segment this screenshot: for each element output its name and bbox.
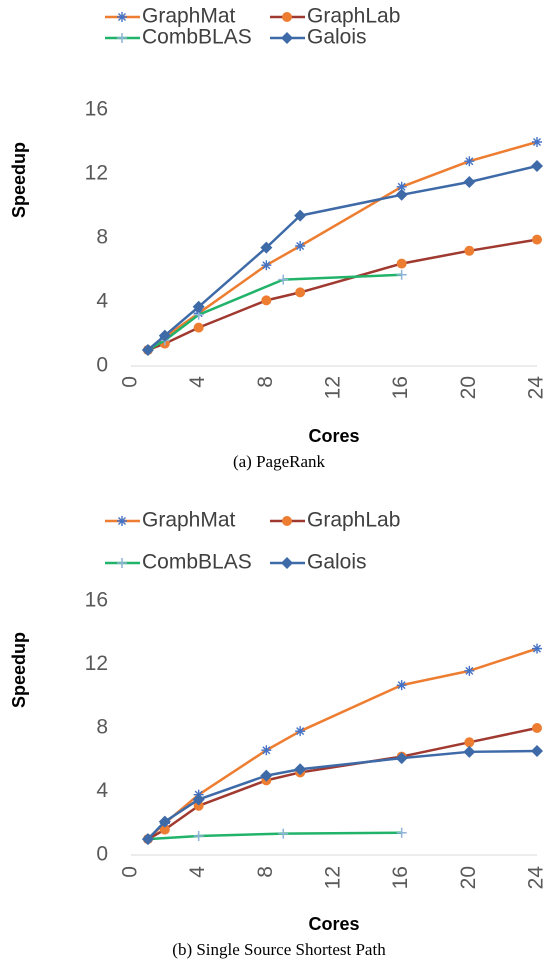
x-tick-label: 4 xyxy=(186,376,209,388)
marker xyxy=(531,160,543,172)
legend-label: CombBLAS xyxy=(142,26,252,49)
marker xyxy=(532,137,542,147)
y-tick-label: 8 xyxy=(96,716,108,739)
marker xyxy=(278,274,289,285)
marker xyxy=(396,680,407,691)
marker xyxy=(395,752,408,765)
legend-label: GraphMat xyxy=(142,5,236,28)
marker xyxy=(117,12,127,22)
x-tick-label: 24 xyxy=(525,376,548,400)
marker xyxy=(464,156,475,167)
marker xyxy=(193,800,204,811)
marker xyxy=(532,643,542,654)
y-tick-label: 4 xyxy=(96,290,108,313)
series-line xyxy=(147,831,402,841)
marker xyxy=(159,824,170,835)
x-tick-label: 24 xyxy=(525,866,548,890)
legend-label: GraphMat xyxy=(142,509,236,532)
marker xyxy=(260,769,273,782)
x-tick-label: 8 xyxy=(254,376,277,388)
series-line xyxy=(147,749,538,840)
marker xyxy=(295,726,306,737)
marker xyxy=(281,32,293,44)
marker xyxy=(261,745,272,756)
x-tick-label: 0 xyxy=(119,376,142,388)
marker xyxy=(464,737,475,748)
marker xyxy=(261,295,272,306)
marker xyxy=(282,12,292,22)
marker xyxy=(295,287,306,298)
x-tick-label: 8 xyxy=(254,866,277,878)
series-line xyxy=(147,726,538,841)
marker xyxy=(294,209,307,222)
y-tick-label: 0 xyxy=(96,843,108,866)
marker xyxy=(396,827,407,838)
y-tick-label: 12 xyxy=(85,162,108,185)
legend-label: GraphLab xyxy=(307,5,400,28)
marker xyxy=(261,260,272,271)
y-axis-title: Speedup xyxy=(9,632,29,708)
y-tick-label: 0 xyxy=(96,354,108,377)
marker xyxy=(193,830,204,841)
marker xyxy=(117,33,127,43)
x-tick-label: 0 xyxy=(119,866,142,878)
marker xyxy=(158,815,171,828)
marker xyxy=(464,665,475,676)
x-tick-label: 12 xyxy=(322,866,345,889)
marker xyxy=(117,516,127,526)
x-tick-label: 20 xyxy=(457,866,480,889)
x-axis-title: Cores xyxy=(308,426,359,446)
series-line xyxy=(147,273,402,352)
y-tick-label: 8 xyxy=(96,226,108,249)
marker xyxy=(396,269,407,280)
marker xyxy=(463,176,476,188)
marker xyxy=(192,300,205,313)
series-line xyxy=(147,647,538,841)
marker xyxy=(396,258,407,269)
series-line xyxy=(147,238,538,352)
series-line xyxy=(147,140,538,351)
x-tick-label: 16 xyxy=(389,866,412,889)
x-tick-label: 16 xyxy=(389,376,412,399)
y-tick-label: 4 xyxy=(96,779,108,802)
marker xyxy=(463,745,476,758)
marker xyxy=(464,245,475,256)
caption: (b) Single Source Shortest Path xyxy=(172,940,386,959)
series-line xyxy=(147,164,538,351)
marker xyxy=(158,329,171,342)
marker xyxy=(141,833,154,846)
marker xyxy=(192,793,205,806)
marker xyxy=(281,557,293,569)
marker xyxy=(532,723,542,733)
marker xyxy=(260,241,273,254)
x-axis-title: Cores xyxy=(308,914,359,934)
marker xyxy=(141,344,154,356)
marker xyxy=(531,745,543,758)
marker xyxy=(295,241,306,251)
marker xyxy=(532,234,542,245)
marker xyxy=(396,181,407,192)
legend-label: Galois xyxy=(307,551,367,574)
y-tick-label: 16 xyxy=(85,98,108,121)
x-tick-label: 20 xyxy=(457,376,480,399)
legend-label: GraphLab xyxy=(307,509,400,532)
legend-label: Galois xyxy=(307,26,367,49)
x-tick-label: 4 xyxy=(186,866,209,878)
marker xyxy=(278,828,289,839)
marker xyxy=(193,322,204,333)
x-tick-label: 12 xyxy=(322,376,345,399)
y-tick-label: 16 xyxy=(85,589,108,612)
marker xyxy=(282,516,292,526)
marker xyxy=(294,763,307,776)
legend-label: CombBLAS xyxy=(142,551,252,574)
y-axis-title: Speedup xyxy=(9,142,29,218)
marker xyxy=(395,188,408,201)
y-tick-label: 12 xyxy=(85,652,108,675)
caption: (a) PageRank xyxy=(233,452,326,471)
marker xyxy=(117,558,127,568)
